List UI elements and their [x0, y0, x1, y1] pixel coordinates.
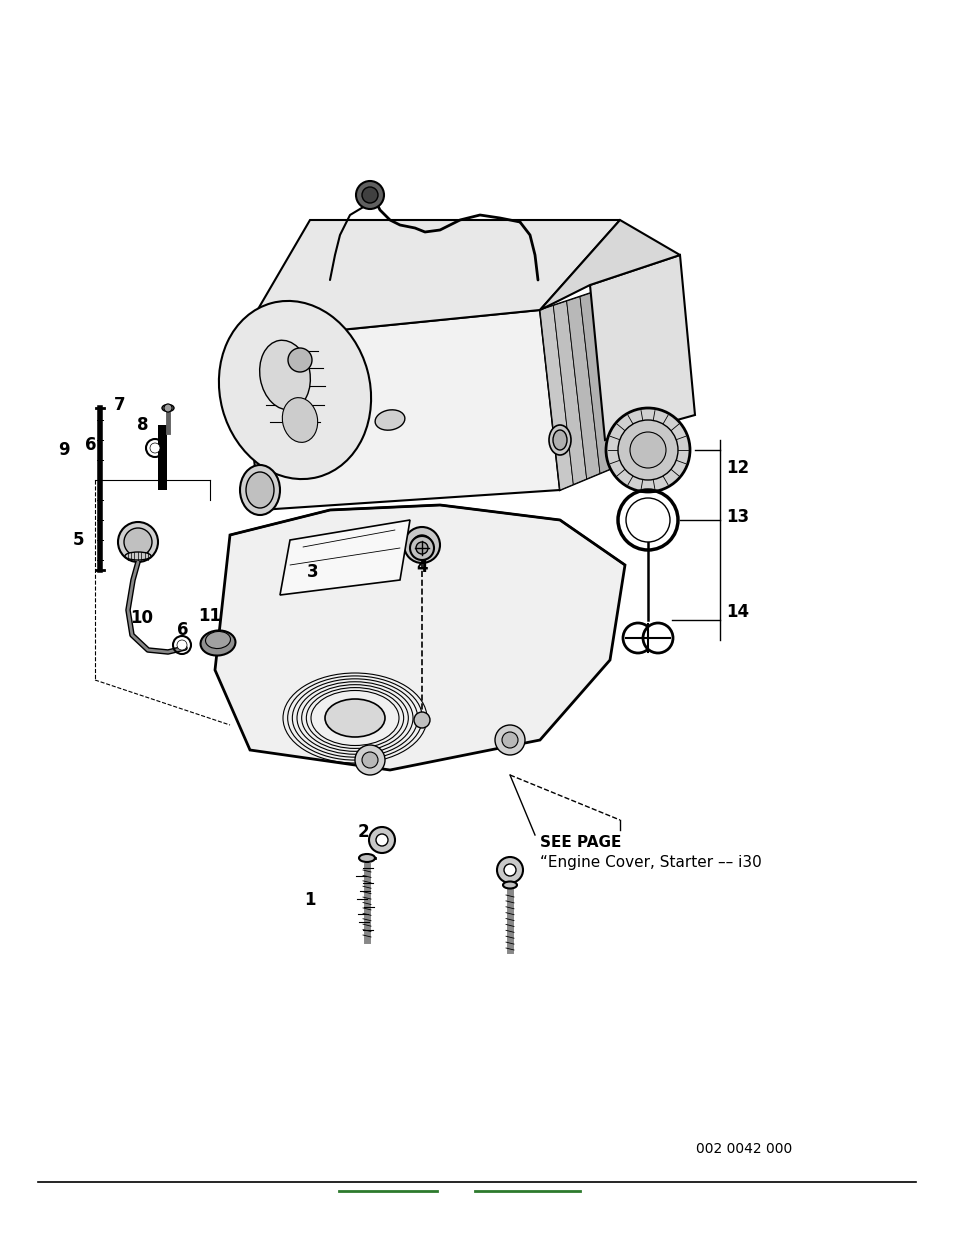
- Polygon shape: [214, 505, 624, 769]
- Circle shape: [414, 713, 430, 727]
- Circle shape: [118, 522, 158, 562]
- Text: 10: 10: [131, 609, 153, 627]
- Circle shape: [605, 408, 689, 492]
- Ellipse shape: [502, 882, 517, 888]
- Polygon shape: [280, 520, 410, 595]
- Polygon shape: [589, 254, 695, 440]
- Text: 5: 5: [72, 531, 84, 550]
- Circle shape: [361, 752, 377, 768]
- Polygon shape: [553, 301, 586, 484]
- Circle shape: [355, 745, 385, 776]
- Polygon shape: [566, 296, 599, 479]
- Circle shape: [618, 420, 678, 480]
- Circle shape: [177, 640, 187, 650]
- Ellipse shape: [259, 341, 310, 410]
- Ellipse shape: [205, 631, 231, 648]
- Ellipse shape: [375, 410, 404, 430]
- Ellipse shape: [282, 398, 317, 442]
- Polygon shape: [539, 305, 573, 490]
- Polygon shape: [240, 220, 619, 340]
- Ellipse shape: [200, 630, 235, 656]
- Polygon shape: [539, 220, 679, 310]
- Circle shape: [503, 864, 516, 876]
- Polygon shape: [539, 270, 679, 490]
- Ellipse shape: [218, 301, 371, 479]
- Circle shape: [150, 443, 160, 453]
- Circle shape: [410, 536, 434, 559]
- Text: 002 0042 000: 002 0042 000: [696, 1141, 791, 1156]
- Circle shape: [625, 498, 669, 542]
- Text: 14: 14: [725, 603, 749, 621]
- Circle shape: [403, 527, 439, 563]
- Polygon shape: [606, 283, 639, 462]
- Circle shape: [416, 542, 428, 555]
- Text: 6: 6: [85, 436, 96, 454]
- Circle shape: [355, 182, 384, 209]
- Bar: [158, 425, 167, 490]
- Circle shape: [375, 834, 388, 846]
- Text: 1: 1: [304, 890, 315, 909]
- Circle shape: [361, 186, 377, 203]
- Circle shape: [629, 432, 665, 468]
- Text: 2: 2: [356, 823, 369, 841]
- Ellipse shape: [325, 699, 385, 737]
- Polygon shape: [633, 274, 666, 451]
- Polygon shape: [646, 270, 679, 446]
- Polygon shape: [593, 288, 626, 468]
- Text: 3: 3: [307, 563, 318, 580]
- Text: “Engine Cover, Starter –– i30: “Engine Cover, Starter –– i30: [539, 855, 760, 869]
- Text: 12: 12: [725, 459, 749, 477]
- Circle shape: [412, 535, 432, 555]
- Text: 4: 4: [416, 558, 427, 576]
- Circle shape: [164, 404, 172, 412]
- Ellipse shape: [240, 466, 280, 515]
- Ellipse shape: [553, 430, 566, 450]
- Circle shape: [369, 827, 395, 853]
- Circle shape: [642, 622, 672, 653]
- Polygon shape: [240, 310, 559, 510]
- Text: 9: 9: [58, 441, 70, 459]
- Ellipse shape: [125, 552, 151, 559]
- Polygon shape: [579, 293, 613, 473]
- Ellipse shape: [246, 472, 274, 508]
- Circle shape: [124, 529, 152, 556]
- Text: 8: 8: [137, 416, 149, 433]
- Circle shape: [495, 725, 524, 755]
- Text: 11: 11: [198, 606, 221, 625]
- Circle shape: [501, 732, 517, 748]
- Circle shape: [288, 348, 312, 372]
- Ellipse shape: [358, 853, 375, 862]
- Circle shape: [497, 857, 522, 883]
- Text: SEE PAGE: SEE PAGE: [539, 835, 620, 850]
- Text: 6: 6: [177, 621, 189, 638]
- Ellipse shape: [548, 425, 571, 454]
- Ellipse shape: [162, 405, 173, 411]
- Text: 7: 7: [114, 396, 126, 414]
- Circle shape: [622, 622, 652, 653]
- Text: 13: 13: [725, 508, 749, 526]
- Polygon shape: [619, 279, 653, 457]
